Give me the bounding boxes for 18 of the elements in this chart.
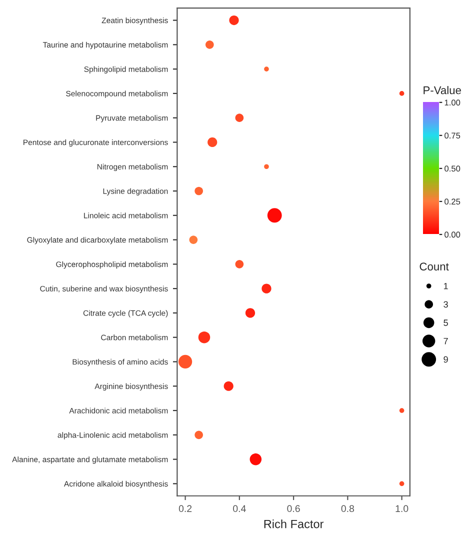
legend-label: 1 [444, 282, 448, 290]
x-axis-title: Rich Factor [264, 520, 324, 528]
x-tick-label: 0.4 [233, 505, 246, 512]
legend-label: 7 [444, 338, 448, 344]
legend-title: Count [420, 262, 449, 270]
x-tick-label: 1.0 [396, 505, 408, 512]
color-bar-label: 0.50 [444, 166, 460, 172]
legend-label: 9 [444, 356, 448, 363]
x-tick-label: 0.6 [287, 505, 300, 512]
x-tick-label: 0.8 [341, 505, 354, 512]
legend-label: 5 [444, 320, 448, 326]
legend-label: 3 [444, 301, 448, 308]
x-tick-label: 0.2 [178, 505, 192, 512]
color-bar-label: 0.25 [444, 198, 460, 205]
color-bar-title: P-Value [424, 86, 461, 94]
color-bar-label: 0.75 [444, 132, 460, 139]
color-bar-label: 1.00 [444, 100, 460, 106]
color-bar-label: 0.00 [444, 232, 460, 238]
